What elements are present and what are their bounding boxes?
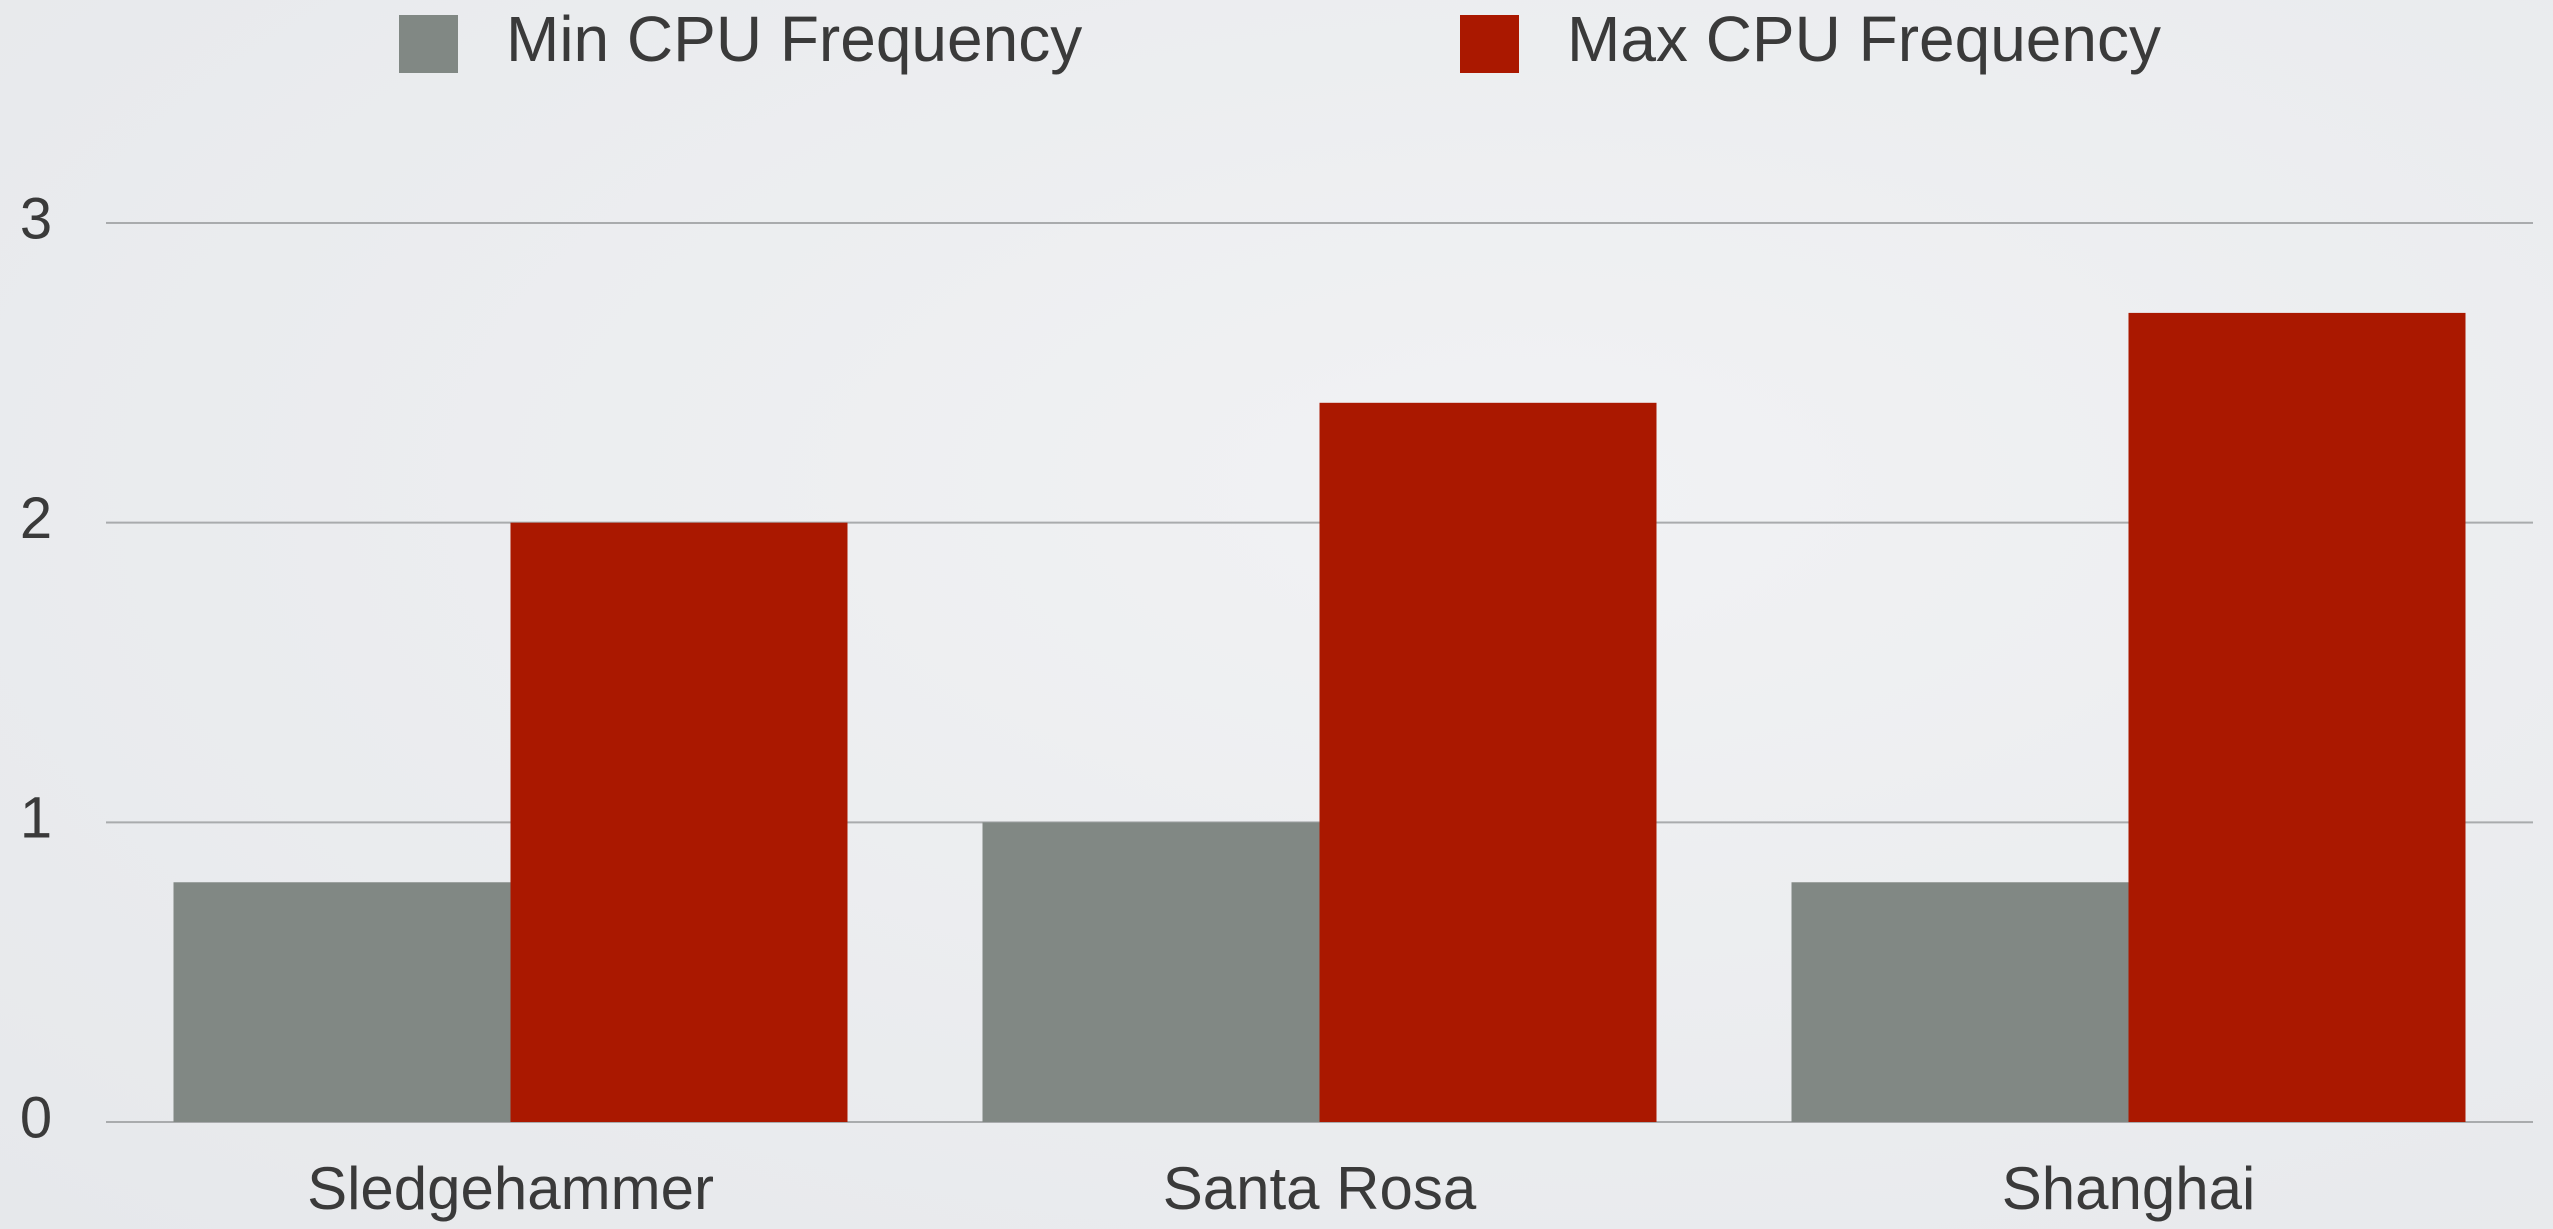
bar [510,522,848,1122]
legend-swatch [1460,15,1519,73]
legend-label: Max CPU Frequency [1567,3,2161,75]
y-tick-label: 0 [20,1085,52,1150]
legend-label: Min CPU Frequency [506,3,1082,75]
bar [2128,312,2466,1122]
bar [1319,402,1657,1122]
y-tick-label: 3 [20,186,52,251]
x-tick-label: Shanghai [2002,1155,2256,1222]
bar [173,882,511,1122]
y-tick-label: 1 [20,786,52,851]
bar [1791,882,2129,1122]
x-tick-label: Santa Rosa [1163,1155,1477,1222]
x-tick-label: Sledgehammer [307,1155,714,1222]
y-tick-label: 2 [20,486,52,551]
legend-swatch [399,15,458,73]
bar [982,822,1320,1122]
